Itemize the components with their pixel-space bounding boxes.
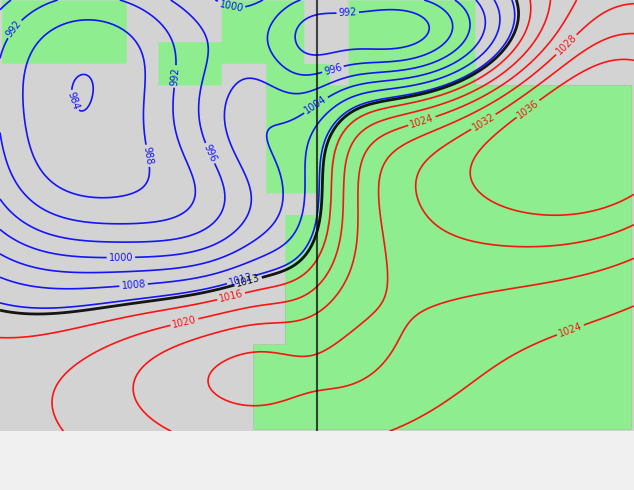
Text: 1036: 1036	[515, 98, 541, 120]
Text: 1004: 1004	[303, 94, 329, 116]
Text: 1000: 1000	[108, 252, 133, 263]
Text: 1013: 1013	[235, 273, 261, 289]
Text: 1016: 1016	[218, 289, 244, 304]
Text: 988: 988	[141, 146, 154, 166]
Text: Surface pressure [hPa] JMA: Surface pressure [hPa] JMA	[6, 451, 202, 464]
Text: 1012: 1012	[228, 271, 254, 288]
Text: 996: 996	[323, 62, 343, 76]
Text: 1024: 1024	[557, 321, 584, 339]
Text: 1008: 1008	[121, 279, 146, 291]
Text: 1028: 1028	[554, 32, 579, 57]
Text: 996: 996	[202, 143, 218, 164]
Text: 1020: 1020	[171, 314, 198, 330]
Text: 1032: 1032	[470, 111, 496, 133]
Text: 1024: 1024	[409, 113, 435, 129]
Text: Su 29-09-2024 00:00 UTC (00+72): Su 29-09-2024 00:00 UTC (00+72)	[395, 445, 628, 458]
Text: 992: 992	[339, 7, 357, 18]
Text: 1000: 1000	[218, 0, 244, 14]
Text: 992: 992	[4, 19, 23, 39]
Text: ©weatheronline.co.uk: ©weatheronline.co.uk	[493, 473, 628, 483]
Text: 984: 984	[65, 91, 81, 111]
Text: 992: 992	[169, 67, 181, 86]
